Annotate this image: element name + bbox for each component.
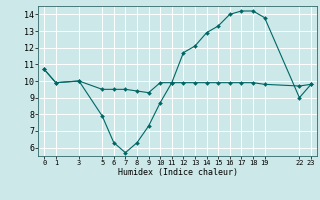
X-axis label: Humidex (Indice chaleur): Humidex (Indice chaleur)	[118, 168, 238, 177]
